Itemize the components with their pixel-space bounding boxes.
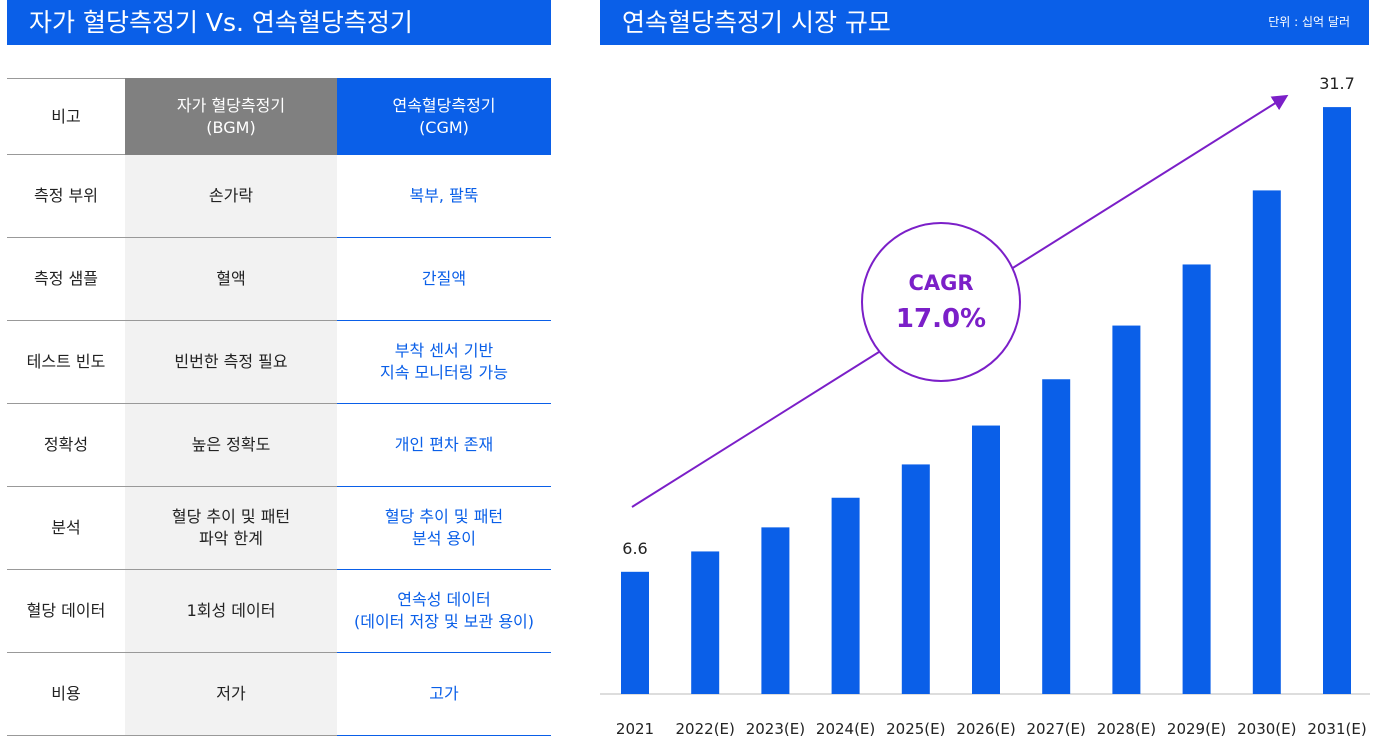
- chart-title: 연속혈당측정기 시장 규모: [600, 0, 1369, 45]
- table-cell: 테스트 빈도: [7, 321, 125, 404]
- bar: [621, 571, 649, 694]
- cagr-circle: [861, 222, 1021, 382]
- bar: [972, 425, 1000, 694]
- chart: 2021 6.6 2022(E) 2023(E) 2024(E) 2025(E) 2026(…: [600, 74, 1370, 738]
- bar: [901, 464, 930, 694]
- table-cell: 빈번한 측정 필요: [125, 321, 337, 404]
- x-tick-label: 2029(E): [1167, 720, 1226, 738]
- table-cell: 복부, 팔뚝: [337, 155, 551, 238]
- bar: [761, 527, 790, 694]
- table-cell: 고가: [337, 653, 551, 736]
- bar: [691, 551, 720, 694]
- bar: [1112, 325, 1141, 694]
- x-tick-label: 2028(E): [1097, 720, 1156, 738]
- x-tick-label: 2027(E): [1027, 720, 1086, 738]
- table-cell: 정확성: [7, 404, 125, 487]
- unit-note: 단위 : 십억 달러: [1268, 15, 1350, 29]
- table-cell: 혈당 추이 및 패턴 분석 용이: [337, 487, 551, 570]
- table-cell: 1회성 데이터: [125, 570, 337, 653]
- value-label: 31.7: [1319, 74, 1355, 93]
- x-tick-label: 2021: [616, 720, 654, 738]
- table-cell: 측정 부위: [7, 155, 125, 238]
- table-cell: 분석: [7, 487, 125, 570]
- table-cell: 자가 혈당측정기 (BGM): [125, 78, 337, 155]
- value-label: 6.6: [622, 539, 647, 558]
- x-tick-label: 2031(E): [1307, 720, 1366, 738]
- x-tick-label: 2030(E): [1237, 720, 1296, 738]
- table-cell: 혈액: [125, 238, 337, 321]
- table-cell: 비용: [7, 653, 125, 736]
- table-cell: 혈당 추이 및 패턴 파악 한계: [125, 487, 337, 570]
- cagr-value: 17.0%: [896, 304, 986, 334]
- table-cell: 연속성 데이터 (데이터 저장 및 보관 용이): [337, 570, 551, 653]
- x-tick-label: 2024(E): [816, 720, 875, 738]
- bar: [1252, 190, 1281, 694]
- table-cell: 간질액: [337, 238, 551, 321]
- bar: [831, 497, 860, 694]
- cagr-label: CAGR: [908, 271, 973, 295]
- bar: [1182, 264, 1211, 694]
- table-cell: 손가락: [125, 155, 337, 238]
- table-cell: 연속혈당측정기 (CGM): [337, 78, 551, 155]
- table-cell: 혈당 데이터: [7, 570, 125, 653]
- bar: [1042, 379, 1071, 694]
- x-tick-label: 2023(E): [746, 720, 805, 738]
- table-cell: 개인 편차 존재: [337, 404, 551, 487]
- table-cell: 저가: [125, 653, 337, 736]
- x-tick-label: 2026(E): [956, 720, 1015, 738]
- table-cell: 비고: [7, 78, 125, 155]
- table-cell: 부착 센서 기반 지속 모니터링 가능: [337, 321, 551, 404]
- left-title: 자가 혈당측정기 Vs. 연속혈당측정기: [7, 0, 551, 45]
- bar: [1323, 107, 1351, 694]
- x-tick-label: 2022(E): [676, 720, 735, 738]
- x-tick-label: 2025(E): [886, 720, 945, 738]
- table-cell: 높은 정확도: [125, 404, 337, 487]
- table-cell: 측정 샘플: [7, 238, 125, 321]
